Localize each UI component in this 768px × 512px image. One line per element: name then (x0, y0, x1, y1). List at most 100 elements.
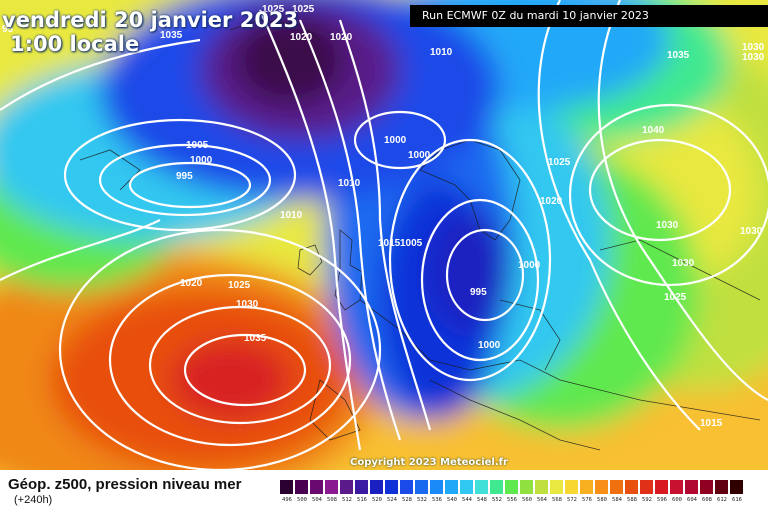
model-run-label: Run ECMWF 0Z du mardi 10 janvier 2023 (410, 5, 768, 27)
scale-swatch (490, 480, 504, 494)
scale-tick-label: 548 (477, 497, 487, 503)
scale-tick-label: 504 (312, 497, 322, 503)
isobar-label: 1005 (400, 238, 423, 249)
isobar-label: 1025 (548, 157, 571, 168)
scale-tick-label: 528 (402, 497, 412, 503)
isobar-label: 1010 (338, 178, 361, 189)
scale-swatch (430, 480, 444, 494)
scale-tick-label: 536 (432, 497, 442, 503)
scale-tick-label: 508 (327, 497, 337, 503)
isobar-label: 1030 (740, 226, 763, 237)
isobar-label: 1025 (292, 4, 315, 15)
scale-tick-label: 584 (612, 497, 622, 503)
scale-tick-label: 608 (702, 497, 712, 503)
scale-swatch (475, 480, 489, 494)
isobar-label: 1040 (642, 125, 665, 136)
scale-tick-label: 556 (507, 497, 517, 503)
scale-tick-label: 572 (567, 497, 577, 503)
scale-tick-label: 600 (672, 497, 682, 503)
scale-tick-label: 560 (522, 497, 532, 503)
scale-tick-label: 500 (297, 497, 307, 503)
scale-swatch (295, 480, 309, 494)
scale-tick-label: 576 (582, 497, 592, 503)
isobar-label: 1030 (656, 220, 679, 231)
scale-swatch (415, 480, 429, 494)
isobar-label: 95 (2, 24, 14, 35)
scale-tick-label: 564 (537, 497, 547, 503)
isobar-label: 1010 (430, 47, 453, 58)
forecast-time-label: 1:00 locale (10, 32, 140, 56)
map-canvas: 1025 1025 1035 1020 1020 1010 1035 1025 1000 1000… (0, 0, 768, 470)
legend-footer: Géop. z500, pression niveau mer (+240h) … (0, 470, 768, 512)
isobar-label: 995 (176, 171, 193, 182)
scale-swatch (520, 480, 534, 494)
scale-swatch (460, 480, 474, 494)
isobar-label: 1020 (330, 32, 353, 43)
scale-tick-label: 604 (687, 497, 697, 503)
isobar-label: 1020 (180, 278, 203, 289)
isobar-label: 1010 (280, 210, 303, 221)
scale-tick-label: 568 (552, 497, 562, 503)
scale-swatch (370, 480, 384, 494)
scale-tick-label: 512 (342, 497, 352, 503)
isobar-label: 1020 (290, 32, 313, 43)
isobar-label: 1025 (228, 280, 251, 291)
isobar-label: 1005 (186, 140, 209, 151)
isobar-label: 1025 (664, 292, 687, 303)
scale-swatch (580, 480, 594, 494)
scale-tick-label: 612 (717, 497, 727, 503)
scale-tick-label: 552 (492, 497, 502, 503)
scale-swatch (730, 480, 744, 494)
scale-swatch (340, 480, 354, 494)
isobar-label: 1030 (742, 42, 765, 53)
scale-swatch (385, 480, 399, 494)
scale-tick-label: 532 (417, 497, 427, 503)
isobar-label: 1000 (518, 260, 541, 271)
scale-swatch (655, 480, 669, 494)
scale-tick-label: 540 (447, 497, 457, 503)
scale-swatch (310, 480, 324, 494)
isobar-label: 1030 (742, 52, 765, 63)
coastlines (79, 19, 761, 451)
isobar-label: 995 (470, 287, 487, 298)
isobar-label: 1035 (244, 333, 267, 344)
forecast-map: 1025 1025 1035 1020 1020 1010 1035 1025 1000 1000… (0, 0, 768, 470)
scale-tick-label: 496 (282, 497, 292, 503)
scale-swatch (715, 480, 729, 494)
isobar-label: 1000 (384, 135, 407, 146)
scale-swatch (400, 480, 414, 494)
isobar-label: 1015 (700, 418, 723, 429)
isobar-label: 1035 (160, 30, 183, 41)
scale-tick-label: 596 (657, 497, 667, 503)
scale-tick-label: 520 (372, 497, 382, 503)
scale-tick-label: 516 (357, 497, 367, 503)
scale-swatch (700, 480, 714, 494)
scale-swatch (595, 480, 609, 494)
isobar-label: 1030 (236, 299, 259, 310)
scale-tick-label: 524 (387, 497, 397, 503)
copyright-text: Copyright 2023 Meteociel.fr (350, 457, 508, 468)
scale-tick-label: 580 (597, 497, 607, 503)
isobar-label: 1000 (190, 155, 213, 166)
isobar-labels: 1025 1025 1035 1020 1020 1010 1035 1025 1000 1000… (2, 4, 765, 429)
isobar-label: 1015 (378, 238, 401, 249)
legend-title: Géop. z500, pression niveau mer (8, 476, 242, 493)
geopotential-field (0, 0, 768, 470)
scale-swatch (355, 480, 369, 494)
scale-swatch (640, 480, 654, 494)
scale-swatch (565, 480, 579, 494)
scale-swatch (505, 480, 519, 494)
legend-subtitle: (+240h) (14, 494, 53, 506)
scale-swatch (535, 480, 549, 494)
scale-swatch (610, 480, 624, 494)
isobar-label: 1035 (667, 50, 690, 61)
scale-swatch (670, 480, 684, 494)
scale-tick-label: 544 (462, 497, 472, 503)
scale-tick-label: 592 (642, 497, 652, 503)
isobar-label: 1025 (262, 4, 285, 15)
forecast-date-label: vendredi 20 janvier 2023 (2, 8, 299, 32)
scale-swatch (550, 480, 564, 494)
scale-tick-label: 616 (732, 497, 742, 503)
isobar-label: 1020 (540, 196, 563, 207)
scale-swatch (280, 480, 294, 494)
